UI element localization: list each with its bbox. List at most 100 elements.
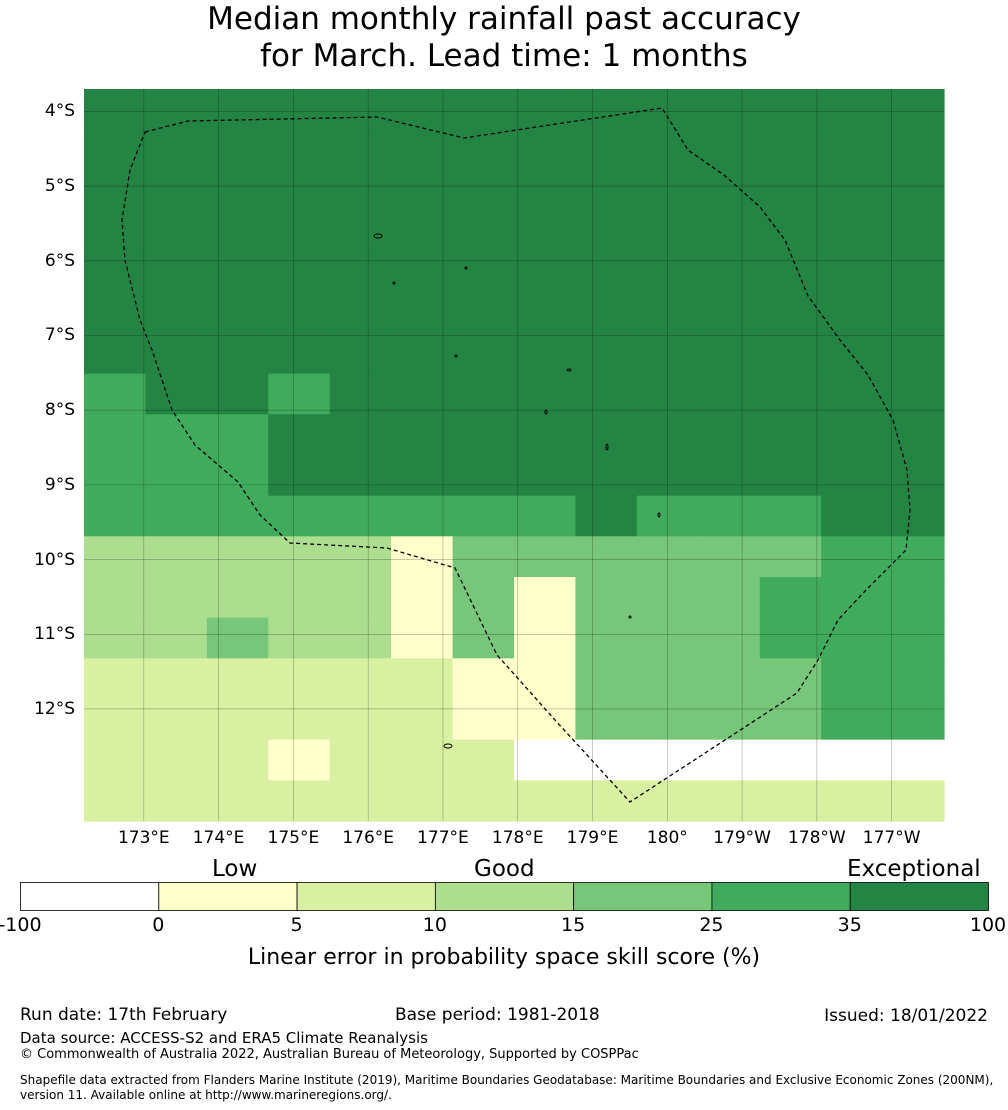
longitude-tick-label: 178°E: [491, 828, 544, 848]
heatmap-cell: [84, 89, 147, 131]
heatmap-cell: [329, 780, 392, 822]
heatmap-cell: [268, 780, 331, 822]
heatmap-cell: [268, 617, 331, 659]
heatmap-cell: [452, 373, 515, 415]
heatmap-cell: [84, 658, 147, 700]
heatmap-cell: [514, 414, 577, 456]
heatmap-cell: [514, 617, 577, 659]
heatmap-cell: [268, 495, 331, 537]
heatmap-cell: [575, 251, 638, 293]
heatmap-cell: [206, 414, 269, 456]
colorbar-segment: [849, 882, 989, 911]
heatmap-cell: [391, 251, 454, 293]
heatmap-cell: [821, 455, 884, 497]
heatmap-cell: [452, 414, 515, 456]
heatmap-cell: [636, 658, 699, 700]
heatmap-cell: [882, 699, 945, 741]
heatmap-cell: [759, 414, 822, 456]
heatmap-cell: [84, 333, 147, 375]
heatmap-cell: [452, 333, 515, 375]
heatmap-cell: [882, 455, 945, 497]
heatmap-cell: [698, 211, 761, 253]
heatmap-cell: [329, 495, 392, 537]
heatmap-cell: [452, 251, 515, 293]
heatmap-cell: [514, 739, 577, 781]
heatmap-cell: [84, 170, 147, 212]
heatmap-cell: [452, 617, 515, 659]
heatmap-cell: [145, 373, 208, 415]
heatmap-cell: [882, 739, 945, 781]
heatmap-cell: [145, 129, 208, 171]
heatmap-cell: [452, 699, 515, 741]
latitude-tick-label: 10°S: [34, 549, 75, 570]
heatmap-cell: [575, 333, 638, 375]
heatmap-cell: [698, 129, 761, 171]
heatmap-cell: [391, 495, 454, 537]
heatmap-cell: [145, 414, 208, 456]
heatmap-cell: [206, 495, 269, 537]
heatmap-cell: [514, 129, 577, 171]
category-exceptional-label: Exceptional: [847, 856, 981, 882]
heatmap-cell: [759, 699, 822, 741]
heatmap-cell: [84, 495, 147, 537]
heatmap-cell: [698, 495, 761, 537]
longitude-tick-label: 180°: [646, 828, 688, 848]
shapefile-credit-line-1: Shapefile data extracted from Flanders M…: [20, 1073, 994, 1087]
heatmap-cell: [268, 129, 331, 171]
heatmap-cell: [329, 129, 392, 171]
heatmap-cell: [575, 373, 638, 415]
heatmap-cell: [698, 333, 761, 375]
heatmap-cell: [882, 292, 945, 334]
heatmap-cell: [636, 577, 699, 619]
heatmap-cell: [882, 373, 945, 415]
colorbar-tick-label: 10: [422, 914, 447, 936]
heatmap-cell: [759, 211, 822, 253]
heatmap-cell: [206, 780, 269, 822]
island-outline: [544, 409, 548, 415]
heatmap-cell: [268, 658, 331, 700]
heatmap-cell: [145, 658, 208, 700]
heatmap-cell: [821, 577, 884, 619]
run-date: Run date: 17th February: [20, 1005, 228, 1025]
longitude-tick-label: 173°E: [117, 828, 170, 848]
heatmap-cell: [391, 658, 454, 700]
heatmap-cell: [452, 211, 515, 253]
heatmap-cell: [391, 617, 454, 659]
heatmap-cell: [268, 577, 331, 619]
heatmap-cell: [514, 292, 577, 334]
longitude-tick-label: 175°E: [267, 828, 320, 848]
heatmap-cell: [145, 89, 208, 131]
heatmap-cell: [145, 333, 208, 375]
longitude-tick-label: 178°W: [787, 828, 846, 848]
latitude-tick-label: 5°S: [44, 176, 75, 197]
skill-map: [84, 89, 945, 822]
heatmap-cell: [84, 739, 147, 781]
heatmap-cell: [268, 251, 331, 293]
heatmap-cell: [329, 373, 392, 415]
island-outline: [454, 354, 458, 358]
island-outline: [566, 368, 572, 372]
heatmap-cell: [268, 699, 331, 741]
heatmap-cell: [84, 536, 147, 578]
heatmap-cell: [821, 414, 884, 456]
island-outline: [464, 266, 468, 270]
heatmap-cell: [452, 658, 515, 700]
category-good-label: Good: [474, 856, 535, 882]
heatmap-cell: [698, 251, 761, 293]
heatmap-cell: [821, 536, 884, 578]
heatmap-cell: [759, 455, 822, 497]
heatmap-cell: [698, 577, 761, 619]
issued-date: Issued: 18/01/2022: [824, 1006, 988, 1026]
heatmap-cell: [206, 739, 269, 781]
heatmap-cell: [329, 89, 392, 131]
colorbar-segment: [573, 882, 713, 911]
heatmap-cell: [882, 211, 945, 253]
heatmap-cell: [636, 699, 699, 741]
colorbar-segment: [20, 882, 160, 911]
heatmap-cell: [514, 658, 577, 700]
heatmap-cell: [698, 373, 761, 415]
heatmap-cell: [698, 739, 761, 781]
heatmap-cell: [575, 129, 638, 171]
heatmap-cell: [514, 780, 577, 822]
heatmap-cell: [145, 495, 208, 537]
